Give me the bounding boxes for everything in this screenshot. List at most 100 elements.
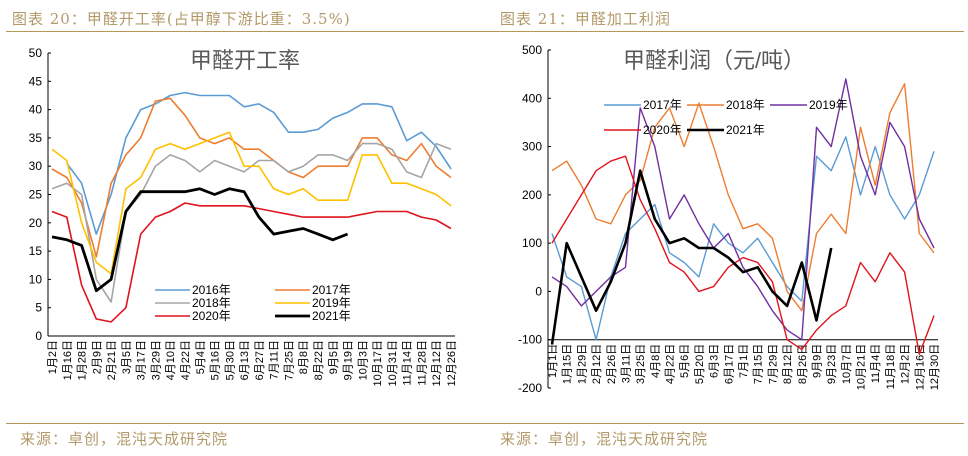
x-tick-label: 3月5日 [121,340,133,374]
x-tick-label: 11月14日 [402,340,414,386]
x-tick-label: 9月23日 [826,344,838,384]
y-tick-label: 100 [522,236,542,250]
right-source-note: 来源：卓创，混沌天成研究院 [500,430,709,448]
y-tick-label: 500 [522,43,542,57]
y-tick-label: 300 [522,140,542,154]
right-figure-caption: 图表 21：甲醛加工利润 [500,10,671,28]
legend-label: 2017年 [643,98,682,112]
series-line-2019 [51,131,452,275]
x-tick-label: 4月10日 [165,340,177,380]
series-line-2020 [551,155,935,355]
left-source-note: 来源：卓创，混沌天成研究院 [20,430,229,448]
x-tick-label: 12月2日 [900,344,912,384]
legend-label: 2018年 [192,296,231,310]
x-tick-label: 2月12日 [591,344,603,384]
x-tick-label: 2月26日 [606,344,618,384]
legend-label: 2020年 [192,309,231,323]
x-tick-label: 3月25日 [635,344,647,384]
x-tick-label: 1月2日 [47,340,59,374]
x-tick-label: 4月8日 [650,344,662,378]
y-tick-label: 50 [29,46,43,60]
chart-title: 甲醛利润（元/吨） [623,48,805,73]
x-tick-label: 4月22日 [665,344,677,384]
x-tick-label: 9月9日 [811,344,823,378]
y-tick-label: -100 [518,333,542,347]
bottom-divider [6,423,964,424]
y-tick-label: 30 [29,159,43,173]
y-tick-label: 10 [29,272,43,286]
x-tick-label: 11月28日 [416,340,428,386]
x-tick-label: 12月30日 [929,344,941,390]
top-divider [6,31,964,32]
x-tick-label: 10月7日 [841,344,853,384]
x-tick-label: 2月21日 [106,340,118,380]
x-tick-label: 10月3日 [357,340,369,380]
profit-chart: 甲醛利润（元/吨） -200 -100 0 100 200 300 400 500 1月1日 1月1… [518,43,941,395]
x-tick-label: 10月31日 [387,340,399,386]
x-tick-label: 6月17日 [723,344,735,384]
x-tick-label: 7月29日 [767,344,779,384]
x-tick-label: 7月11日 [269,340,281,380]
x-tick-label: 7月25日 [283,340,295,380]
x-tick-label: 8月8日 [298,340,310,374]
x-tick-label: 5月6日 [679,344,691,378]
x-tick-label: 10月21日 [856,344,868,390]
y-tick-label: 5 [35,301,42,315]
y-tick-label: 25 [29,188,43,202]
y-tick-label: 0 [535,284,542,298]
x-tick-label: 11月18日 [885,344,897,390]
legend-label: 2021年 [726,123,765,137]
x-tick-label: 8月22日 [313,340,325,380]
series-line-2017 [551,136,935,341]
x-tick-label: 7月15日 [753,344,765,384]
y-tick-label: 200 [522,188,542,202]
legend-label: 2018年 [726,98,765,112]
y-tick-label: 40 [29,103,43,117]
x-tick-label: 9月5日 [328,340,340,374]
x-tick-label: 5月16日 [210,340,222,380]
y-tick-label: -200 [518,381,542,395]
x-tick-label: 6月3日 [709,344,721,378]
y-tick-label: 20 [29,216,43,230]
x-tick-label: 8月12日 [782,344,794,384]
x-tick-label: 11月4日 [870,344,882,384]
y-tick-label: 0 [35,329,42,343]
x-tick-label: 3月17日 [136,340,148,380]
series-line-2018 [551,83,935,312]
legend-label: 2019年 [312,296,351,310]
x-tick-label: 10月17日 [372,340,384,386]
legend-label: 2017年 [312,283,351,297]
x-tick-label: 6月27日 [254,340,266,380]
y-tick-label: 45 [29,74,43,88]
x-tick-label: 12月12日 [431,340,443,386]
x-tick-label: 12月26日 [446,340,458,386]
x-tick-label: 3月29日 [150,340,162,380]
x-tick-label: 2月9日 [91,340,103,374]
series-line-2020 [51,202,452,323]
series-line-2017 [51,97,452,258]
x-tick-label: 5月20日 [694,344,706,384]
x-tick-label: 1月28日 [77,340,89,380]
legend-label: 2016年 [192,283,231,297]
x-tick-label: 3月11日 [620,344,632,384]
x-tick-label: 5月4日 [195,340,207,374]
x-tick-label: 1月16日 [62,340,74,380]
x-tick-label: 7月1日 [738,344,750,378]
x-tick-label: 6月13日 [239,340,251,380]
legend-label: 2019年 [809,98,848,112]
legend-label: 2020年 [643,123,682,137]
series-line-2016 [66,91,452,235]
x-tick-label: 5月30日 [224,340,236,380]
series-line-2021 [550,169,833,345]
series-line-2021 [51,187,349,293]
x-tick-label: 1月15日 [562,344,574,384]
y-tick-label: 15 [29,244,43,258]
legend-label: 2021年 [312,309,351,323]
series-line-2019 [551,78,935,341]
chart-title: 甲醛开工率 [190,48,300,73]
left-figure-caption: 图表 20：甲醛开工率(占甲醇下游比重：3.5%) [12,10,351,28]
x-tick-label: 1月1日 [547,344,559,378]
x-tick-label: 1月29日 [576,344,588,384]
